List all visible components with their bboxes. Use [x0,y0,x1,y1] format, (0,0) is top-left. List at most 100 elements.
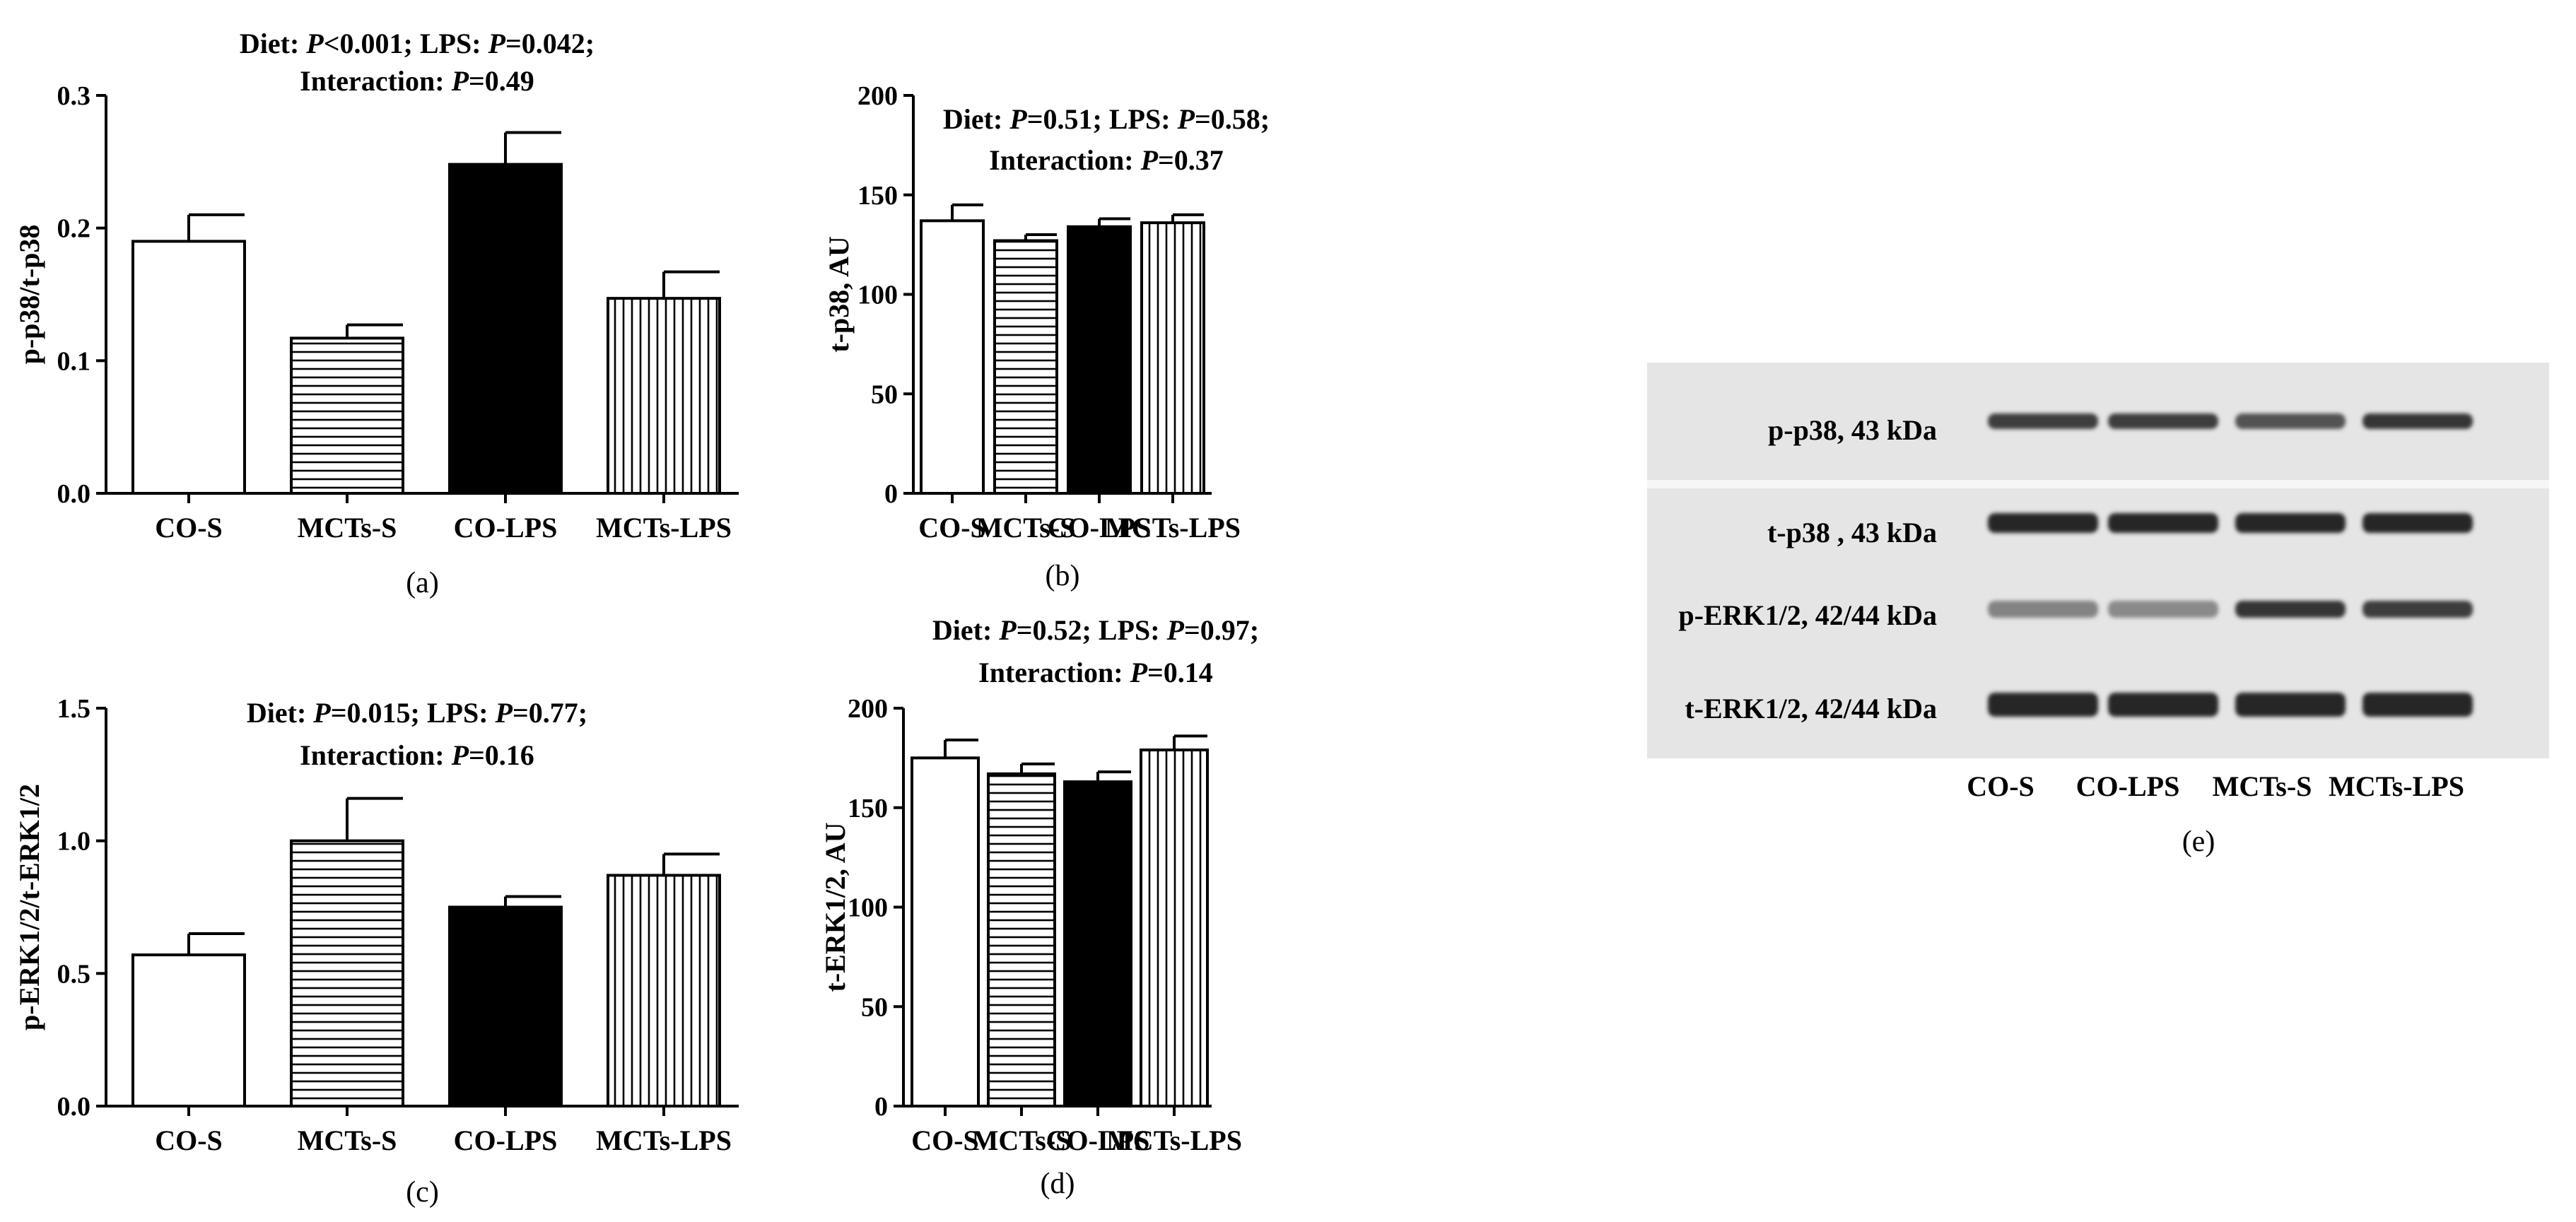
chart-title-segment: P [312,697,331,729]
blot-band [2235,413,2346,429]
bar [911,756,980,1108]
chart-title-line: Diet: P<0.001; LPS: P=0.042; [240,28,595,59]
y-tick-label: 0.0 [57,479,91,509]
y-tick-label: 150 [857,181,898,211]
chart-title-segment: =0.51; LPS: [1027,103,1178,135]
y-tick-label: 100 [857,281,898,310]
chart-b: Diet: P=0.51; LPS: P=0.58;Interaction: P… [823,81,1270,592]
chart-title-segment: Interaction: [300,65,451,97]
y-tick-label: 0.5 [57,959,91,989]
panel-label: (d) [1041,1168,1075,1200]
y-tick-label: 1.0 [57,827,91,857]
chart-title-segment: =0.97; [1184,614,1259,646]
bar [993,239,1058,495]
chart-title-segment: =0.77; [513,697,587,729]
x-tick-label: MCTs-LPS [1105,512,1241,544]
chart-title-line: Interaction: P=0.16 [300,739,534,771]
blot-band [2108,513,2218,533]
panel-label-e: (e) [2182,826,2215,858]
chart-title-segment: P [1130,657,1148,688]
blot-band [2235,601,2346,618]
chart-title-segment: Interaction: [989,144,1140,176]
x-tick-label: MCTs-S [972,1124,1072,1156]
chart-d: Diet: P=0.52; LPS: P=0.97;Interaction: P… [819,614,1259,1200]
chart-title-segment: P [1177,103,1195,135]
x-tick-label: MCTs-S [298,1124,397,1156]
bar [1140,748,1209,1108]
chart-title-segment: P [451,65,469,97]
blot-lane-label: CO-LPS [2076,770,2180,802]
chart-title-segment: =0.14 [1147,657,1213,688]
chart-title-line: Diet: P=0.52; LPS: P=0.97; [932,614,1259,646]
chart-title-segment: P [495,697,513,729]
y-tick-label: 50 [861,992,888,1022]
chart-title-segment: =0.52; LPS: [1017,614,1167,646]
y-tick-label: 0 [884,479,898,509]
x-tick-label: MCTs-LPS [1106,1124,1242,1156]
blot-strip-separator [1647,480,2549,488]
chart-title-segment: Diet: [932,614,999,646]
bar [131,953,246,1108]
x-tick-label: MCTs-LPS [596,1124,732,1156]
chart-title-segment: =0.37 [1158,144,1224,176]
chart-title-segment: =0.042; [505,28,595,59]
chart-title-segment: Diet: [943,103,1009,135]
blot-band [2363,601,2473,618]
chart-title-segment: Diet: [247,697,313,729]
y-axis-label: t-ERK1/2, AU [819,823,851,992]
y-tick-label: 200 [848,694,888,724]
chart-title-segment: P [1009,103,1027,135]
chart-title-line: Interaction: P=0.14 [978,657,1213,688]
chart-title-segment: Interaction: [978,657,1130,688]
chart-title-segment: =0.015; LPS: [331,697,496,729]
chart-title-segment: Interaction: [300,739,451,771]
chart-title-segment: <0.001; LPS: [324,28,488,59]
y-axis-label: p-p38/t-p38 [13,225,45,365]
bar [987,772,1056,1108]
bar [1140,221,1205,495]
y-tick-label: 150 [848,794,888,823]
bar [448,905,563,1108]
chart-title-line: Interaction: P=0.49 [300,65,534,97]
chart-title-segment: =0.49 [469,65,534,97]
blot-band [1988,601,2098,618]
chart-title-segment: P [488,28,506,59]
y-axis-label: p-ERK1/2/t-ERK1/2 [13,784,45,1030]
bar [290,336,404,495]
y-tick-label: 0.3 [57,81,91,111]
panel-label: (a) [406,567,439,599]
y-tick-label: 200 [857,81,898,111]
blot-band [2363,413,2473,429]
blot-band [2363,513,2473,533]
blot-lane-label: MCTs-S [2213,770,2312,802]
chart-title-segment: P [451,739,469,771]
x-tick-label: CO-LPS [1048,512,1152,544]
blot-lane-label: CO-S [1967,770,2035,802]
chart-title-line: Diet: P=0.015; LPS: P=0.77; [247,697,587,729]
y-tick-label: 0.0 [57,1092,91,1122]
y-tick-label: 0 [874,1092,888,1122]
chart-title-segment: =0.58; [1195,103,1270,135]
y-tick-label: 0.1 [57,346,91,376]
chart-title-line: Diet: P=0.51; LPS: P=0.58; [943,103,1270,135]
chart-title-segment: P [305,28,324,59]
x-tick-label: CO-LPS [454,512,558,544]
bar [607,874,721,1108]
blot-row-label: t-ERK1/2, 42/44 kDa [1685,693,1937,724]
chart-title-segment: P [1140,144,1159,176]
blot-band [2363,693,2473,717]
chart-title-segment: P [1166,614,1185,646]
blot-band [1988,693,2098,717]
blot-band [1988,413,2098,429]
chart-c: Diet: P=0.015; LPS: P=0.77;Interaction: … [13,694,739,1209]
blot-row-label: p-p38, 43 kDa [1768,414,1937,446]
x-tick-label: CO-S [155,1124,223,1156]
blot-row-label: t-p38 , 43 kDa [1767,517,1937,548]
x-tick-label: MCTs-S [976,512,1076,544]
bar [448,163,563,495]
blot-row-label: p-ERK1/2, 42/44 kDa [1678,599,1937,631]
x-tick-label: CO-LPS [454,1124,558,1156]
bar [920,219,985,495]
blot-lane-label: MCTs-LPS [2329,770,2464,802]
